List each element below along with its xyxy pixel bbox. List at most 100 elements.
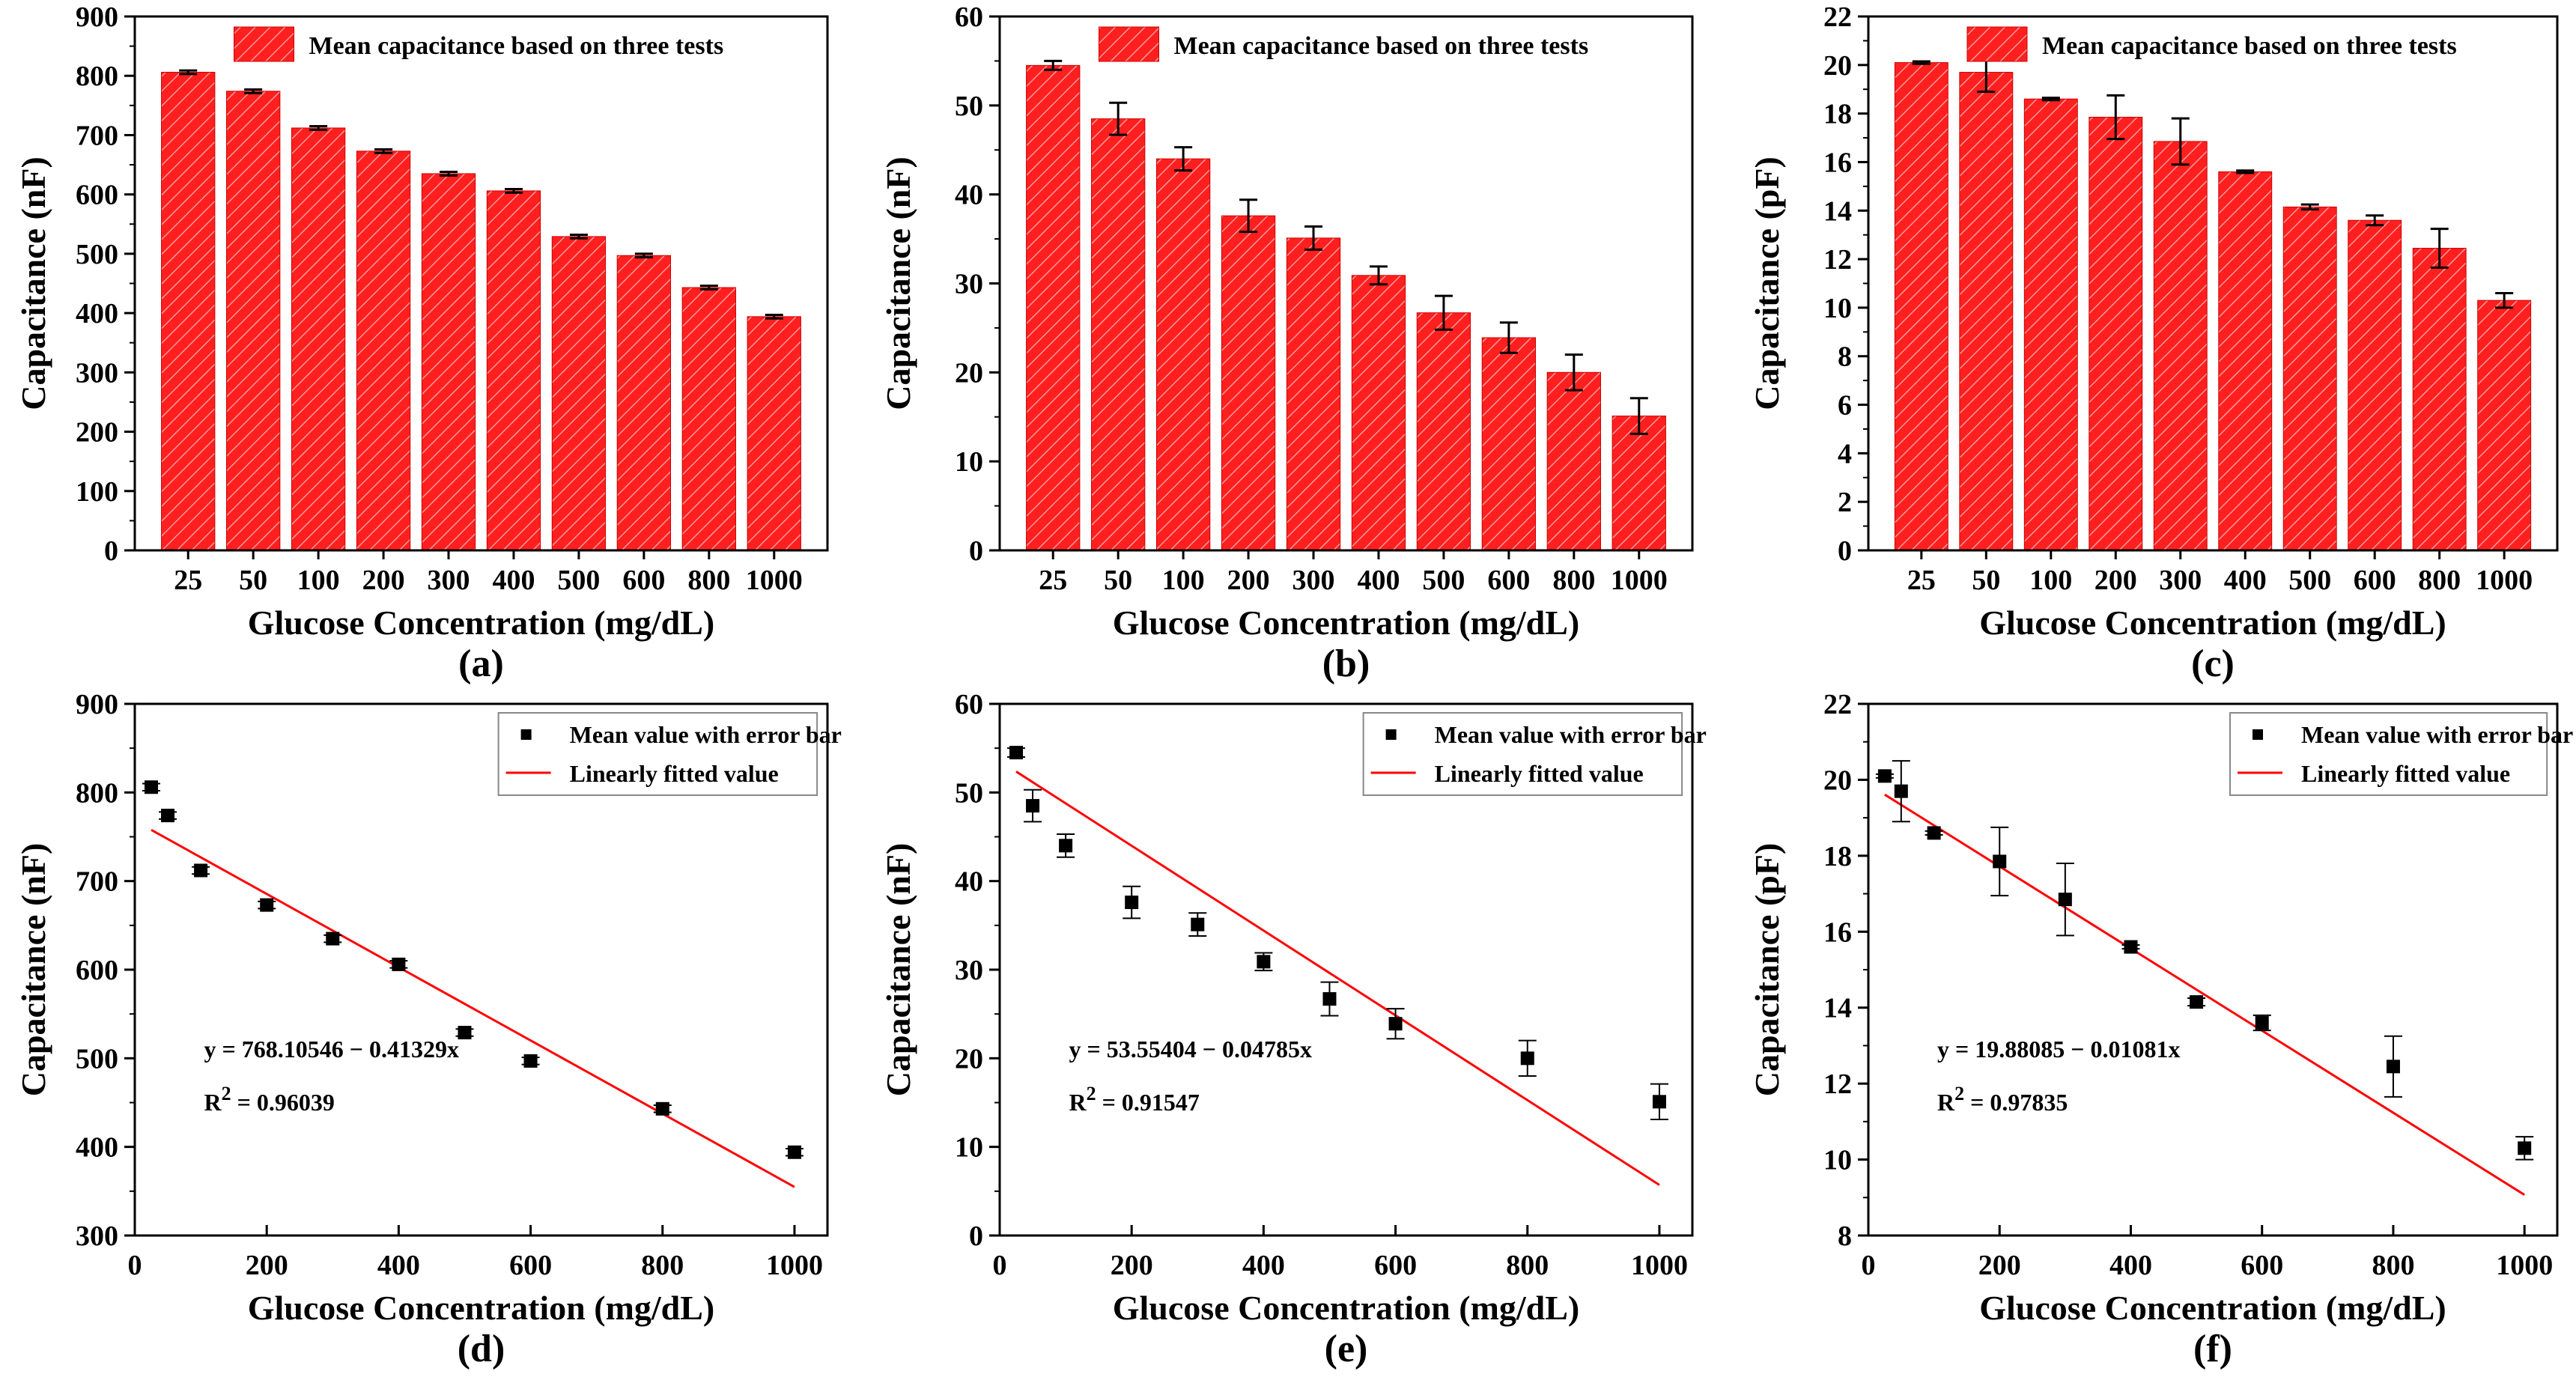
y-tick-label: 0 xyxy=(104,535,118,567)
bar xyxy=(1611,416,1666,551)
data-point xyxy=(523,1054,538,1068)
y-tick-label: 12 xyxy=(1823,244,1852,276)
fit-line xyxy=(1015,771,1660,1186)
data-point xyxy=(1125,896,1139,910)
bar xyxy=(616,255,672,551)
y-tick-label: 14 xyxy=(1823,993,1852,1024)
data-point xyxy=(1009,746,1024,760)
x-tick-label: 600 xyxy=(1487,565,1530,596)
r2-value: = 0.96039 xyxy=(231,1089,335,1116)
y-axis-label: Capacitance (pF) xyxy=(1748,843,1786,1097)
bar xyxy=(421,173,476,551)
bar xyxy=(2477,300,2532,551)
x-tick-label: 25 xyxy=(1907,565,1936,596)
x-tick-label: 600 xyxy=(509,1250,552,1281)
x-tick-label: 500 xyxy=(2288,565,2331,596)
bar xyxy=(2089,116,2143,551)
legend-label: Linearly fitted value xyxy=(2301,760,2510,787)
x-tick-label: 800 xyxy=(687,565,730,596)
panel-letter: (c) xyxy=(2191,642,2235,685)
legend-label: Linearly fitted value xyxy=(1435,760,1644,787)
legend-box xyxy=(2229,712,2548,796)
data-point xyxy=(1191,917,1205,931)
data-point xyxy=(1322,992,1337,1006)
x-tick-label: 200 xyxy=(1978,1250,2021,1281)
fit-equation: y = 53.55404 − 0.04785x xyxy=(1069,1036,1312,1063)
x-axis-label: Glucose Concentration (mg/dL) xyxy=(1979,604,2446,642)
y-axis-label: Capacitance (pF) xyxy=(1748,156,1786,410)
y-tick-label: 16 xyxy=(1823,917,1852,948)
y-tick-label: 700 xyxy=(76,120,118,151)
legend-box xyxy=(497,712,818,796)
r-squared: R2 = 0.91547 xyxy=(1069,1083,1200,1116)
x-tick-label: 200 xyxy=(1227,565,1270,596)
x-tick-label: 600 xyxy=(2241,1250,2283,1281)
x-tick-label: 800 xyxy=(641,1250,684,1281)
fit-line xyxy=(151,828,795,1188)
x-tick-label: 600 xyxy=(2354,565,2396,596)
bar xyxy=(2153,141,2208,551)
x-tick-label: 25 xyxy=(174,565,202,596)
data-point xyxy=(655,1101,669,1116)
r2-symbol: R xyxy=(1937,1089,1955,1116)
data-point xyxy=(1026,799,1040,813)
data-point xyxy=(326,931,340,946)
y-tick-label: 900 xyxy=(76,689,118,720)
x-axis-label: Glucose Concentration (mg/dL) xyxy=(1113,604,1580,642)
data-point xyxy=(161,809,175,823)
legend-label: Mean capacitance based on three tests xyxy=(2042,32,2457,60)
r2-superscript: 2 xyxy=(222,1083,231,1104)
x-tick-label: 800 xyxy=(1506,1250,1549,1281)
r2-superscript: 2 xyxy=(1087,1083,1096,1104)
x-tick-label: 400 xyxy=(2224,565,2267,596)
y-tick-label: 0 xyxy=(969,1221,983,1252)
legend-swatch xyxy=(1966,26,2028,62)
plot-frame xyxy=(998,702,1694,1237)
y-tick-label: 400 xyxy=(76,1132,118,1164)
plot-frame xyxy=(133,702,829,1237)
y-tick-label: 300 xyxy=(76,357,118,389)
r2-value: = 0.97835 xyxy=(1964,1089,2068,1116)
y-tick-label: 12 xyxy=(1823,1069,1852,1100)
legend-label: Mean value with error bar xyxy=(570,721,842,748)
bar xyxy=(1221,215,1276,551)
y-tick-label: 300 xyxy=(76,1221,118,1252)
plot-frame xyxy=(1867,15,2559,552)
r2-symbol: R xyxy=(204,1089,222,1116)
x-tick-label: 500 xyxy=(1422,565,1465,596)
bar xyxy=(2023,98,2078,551)
r-squared: R2 = 0.97835 xyxy=(1937,1083,2068,1116)
x-tick-label: 600 xyxy=(622,565,665,596)
legend-label: Mean capacitance based on three tests xyxy=(1174,32,1589,60)
data-point xyxy=(1927,826,1941,840)
data-point xyxy=(1520,1051,1534,1066)
data-point xyxy=(194,863,208,878)
x-tick-label: 400 xyxy=(492,565,535,596)
y-tick-label: 0 xyxy=(969,535,983,567)
data-point xyxy=(1877,769,1892,783)
bar xyxy=(1351,275,1406,551)
plot-frame xyxy=(1867,702,2559,1237)
plot-frame xyxy=(133,15,829,552)
data-point xyxy=(145,780,159,794)
y-tick-label: 10 xyxy=(955,446,983,478)
y-tick-label: 14 xyxy=(1823,195,1852,227)
x-axis-label: Glucose Concentration (mg/dL) xyxy=(248,1289,715,1327)
x-tick-label: 1000 xyxy=(766,1250,823,1281)
y-tick-label: 40 xyxy=(955,866,983,898)
y-tick-label: 200 xyxy=(76,417,118,449)
y-axis-label: Capacitance (nF) xyxy=(879,156,917,410)
x-tick-label: 300 xyxy=(428,565,470,596)
legend-label: Mean value with error bar xyxy=(1435,721,1707,748)
bar xyxy=(1546,371,1601,551)
y-tick-label: 8 xyxy=(1838,341,1852,373)
x-tick-label: 200 xyxy=(2094,565,2137,596)
fit-equation: y = 768.10546 − 0.41329x xyxy=(204,1036,459,1063)
y-tick-label: 400 xyxy=(76,298,118,329)
r2-value: = 0.91547 xyxy=(1096,1089,1200,1116)
data-point xyxy=(458,1026,472,1040)
y-tick-label: 2 xyxy=(1838,487,1852,518)
bar xyxy=(1481,337,1537,551)
y-tick-label: 60 xyxy=(955,1,983,33)
